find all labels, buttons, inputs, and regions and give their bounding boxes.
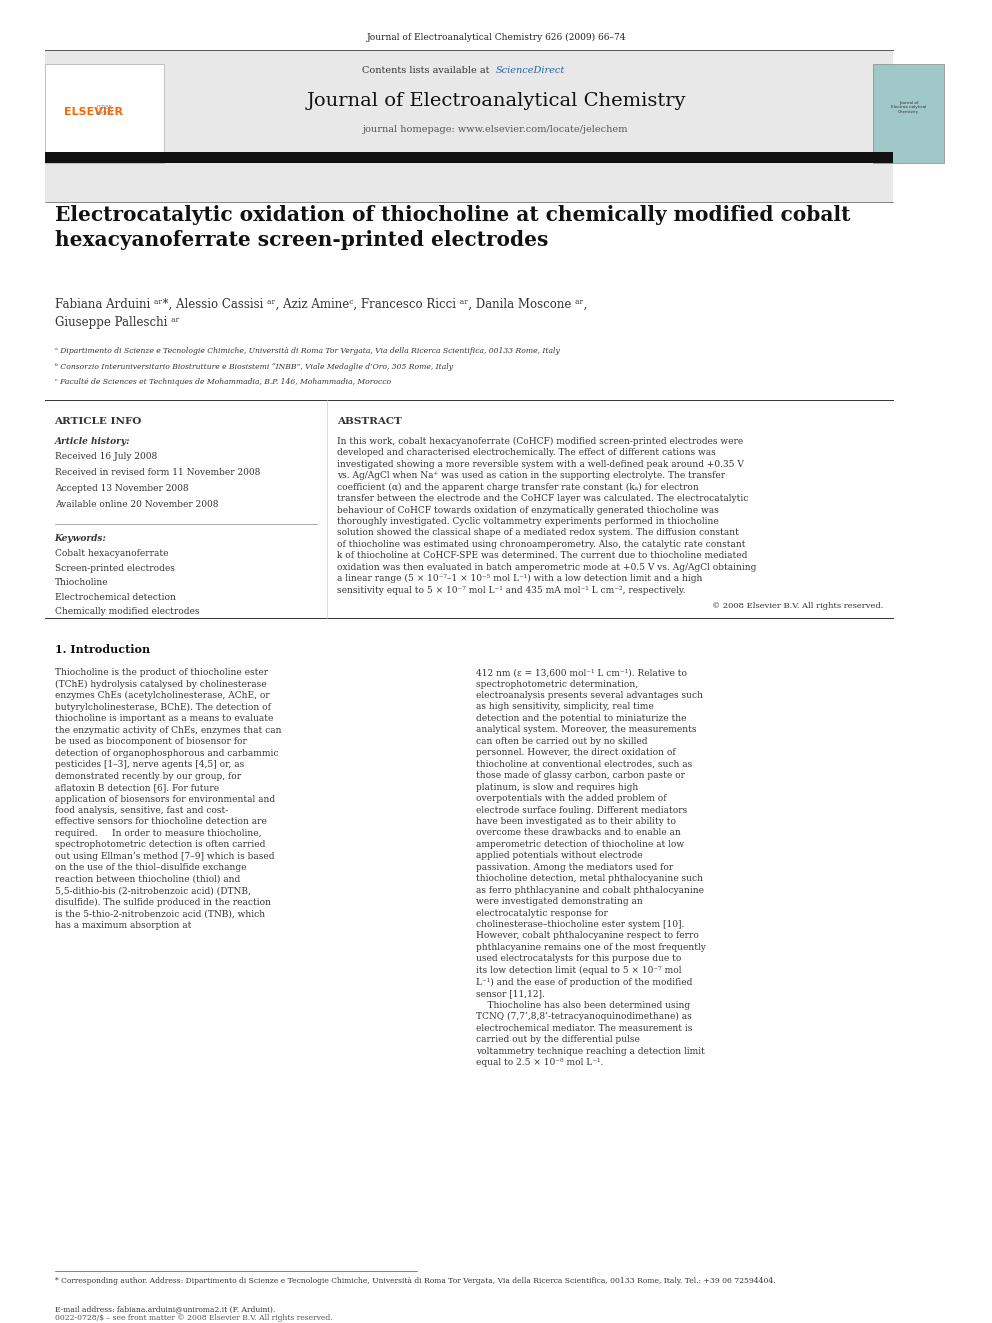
Text: * Corresponding author. Address: Dipartimento di Scienze e Tecnologie Chimiche, : * Corresponding author. Address: Diparti… <box>55 1277 775 1285</box>
Text: 412 nm (ε = 13,600 mol⁻¹ L cm⁻¹). Relative to
spectrophotometric determination,
: 412 nm (ε = 13,600 mol⁻¹ L cm⁻¹). Relati… <box>476 668 706 998</box>
Text: Electrocatalytic oxidation of thiocholine at chemically modified cobalt
hexacyan: Electrocatalytic oxidation of thiocholin… <box>55 205 850 250</box>
Text: 0022-0728/$ – see front matter © 2008 Elsevier B.V. All rights reserved.: 0022-0728/$ – see front matter © 2008 El… <box>55 1314 332 1322</box>
Text: journal homepage: www.elsevier.com/locate/jelechem: journal homepage: www.elsevier.com/locat… <box>363 126 629 134</box>
Text: Fabiana Arduini ᵃʳ*, Alessio Cassisi ᵃʳ, Aziz Amineᶜ, Francesco Ricci ᵃʳ, Danila: Fabiana Arduini ᵃʳ*, Alessio Cassisi ᵃʳ,… <box>55 298 587 328</box>
Text: ABSTRACT: ABSTRACT <box>337 417 402 426</box>
Text: Journal of
Electroa nalytical
Chemistry: Journal of Electroa nalytical Chemistry <box>891 101 927 114</box>
Text: ᶜ Faculté de Sciences et Techniques de Mohammadia, B.P. 146, Mohammadia, Morocco: ᶜ Faculté de Sciences et Techniques de M… <box>55 378 391 386</box>
Text: Accepted 13 November 2008: Accepted 13 November 2008 <box>55 484 188 493</box>
Text: Screen-printed electrodes: Screen-printed electrodes <box>55 564 175 573</box>
Bar <box>45 64 164 163</box>
Text: Received 16 July 2008: Received 16 July 2008 <box>55 452 157 462</box>
Text: © 2008 Elsevier B.V. All rights reserved.: © 2008 Elsevier B.V. All rights reserved… <box>711 602 883 610</box>
Text: Available online 20 November 2008: Available online 20 November 2008 <box>55 500 218 509</box>
Text: In this work, cobalt hexacyanoferrate (CoHCF) modified screen-printed electrodes: In this work, cobalt hexacyanoferrate (C… <box>337 437 757 595</box>
Text: ᵃ Dipartimento di Scienze e Tecnologie Chimiche, Università di Roma Tor Vergata,: ᵃ Dipartimento di Scienze e Tecnologie C… <box>55 347 559 355</box>
Text: Electrochemical detection: Electrochemical detection <box>55 593 176 602</box>
Text: Received in revised form 11 November 2008: Received in revised form 11 November 200… <box>55 468 260 478</box>
Text: Journal of Electroanalytical Chemistry: Journal of Electroanalytical Chemistry <box>307 91 685 110</box>
Bar <box>873 64 944 163</box>
Text: ᵇ Consorzio Interuniversitario Biostrutture e Biosistemi “INBB”, Viale Medaglie : ᵇ Consorzio Interuniversitario Biostrutt… <box>55 363 452 370</box>
Text: ScienceDirect: ScienceDirect <box>496 66 565 74</box>
Text: Thiocholine has also been determined using
TCNQ (7,7’,8,8’-tetracyanoquinodimeth: Thiocholine has also been determined usi… <box>476 1000 705 1068</box>
Text: Article history:: Article history: <box>55 437 130 446</box>
Text: 1. Introduction: 1. Introduction <box>55 644 150 655</box>
Text: Contents lists available at: Contents lists available at <box>362 66 496 74</box>
Text: Journal of Electroanalytical Chemistry 626 (2009) 66–74: Journal of Electroanalytical Chemistry 6… <box>366 33 626 41</box>
Text: ELSEVIER: ELSEVIER <box>64 107 123 118</box>
Text: [TREE
LOGO]: [TREE LOGO] <box>95 105 113 115</box>
Text: Thiocholine: Thiocholine <box>55 578 108 587</box>
Text: E-mail address: fabiana.arduini@uniroma2.it (F. Arduini).: E-mail address: fabiana.arduini@uniroma2… <box>55 1306 275 1314</box>
Text: ARTICLE INFO: ARTICLE INFO <box>55 417 142 426</box>
Text: Keywords:: Keywords: <box>55 534 106 544</box>
Text: Cobalt hexacyanoferrate: Cobalt hexacyanoferrate <box>55 549 168 558</box>
Text: Thiocholine is the product of thiocholine ester
(TChE) hydrolysis catalysed by c: Thiocholine is the product of thiocholin… <box>55 668 281 930</box>
Bar <box>45 50 893 202</box>
Bar <box>45 152 893 163</box>
Text: Chemically modified electrodes: Chemically modified electrodes <box>55 607 199 617</box>
